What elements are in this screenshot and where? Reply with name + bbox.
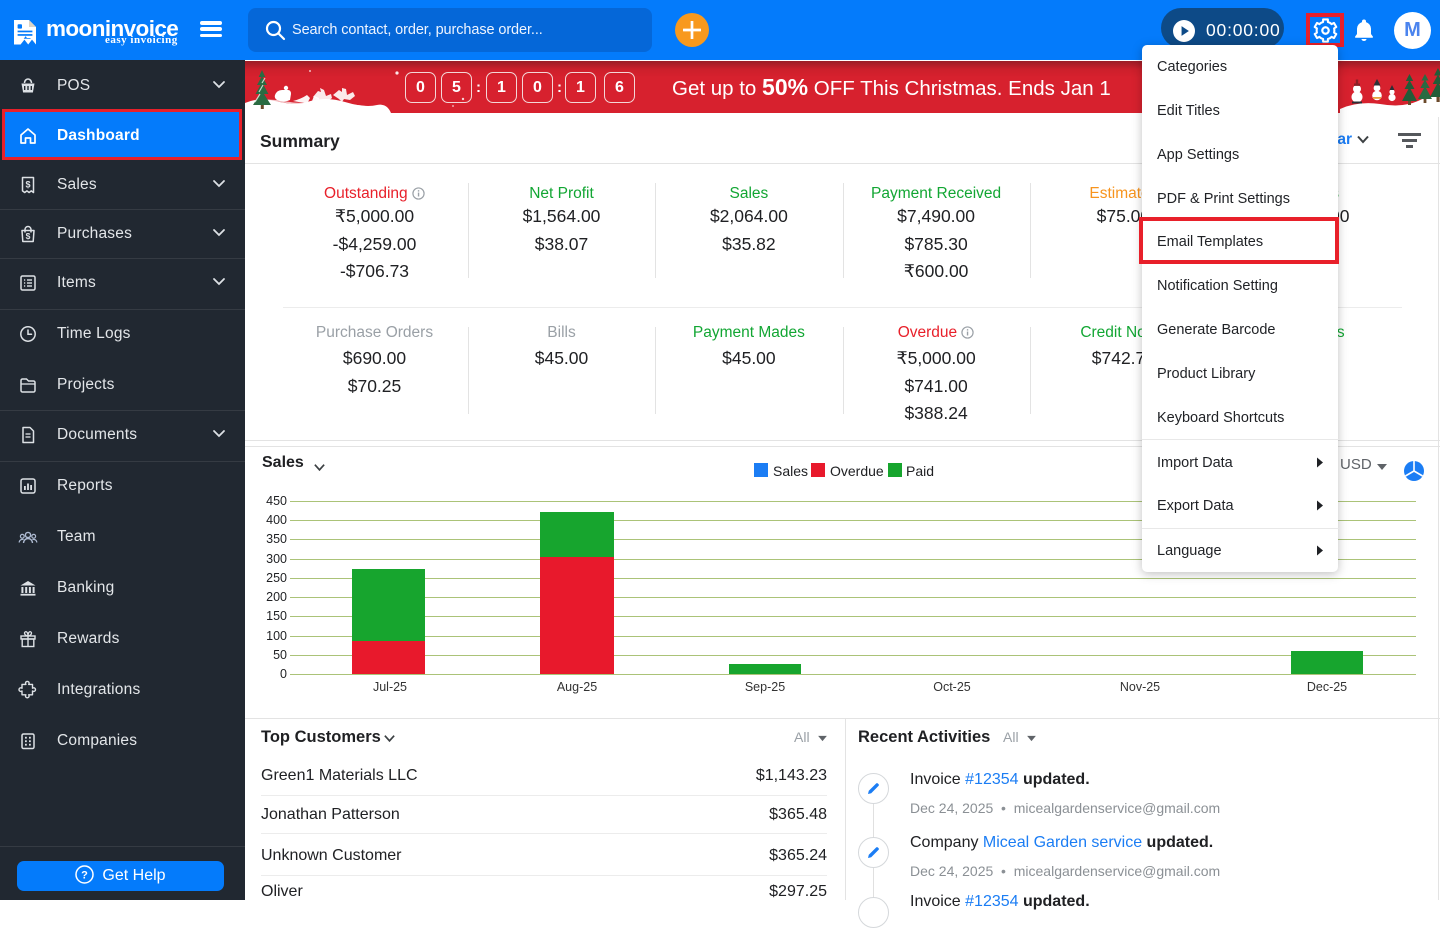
svg-text:$: $ — [25, 180, 30, 190]
svg-text:$: $ — [26, 231, 31, 241]
svg-text:?: ? — [82, 870, 89, 882]
